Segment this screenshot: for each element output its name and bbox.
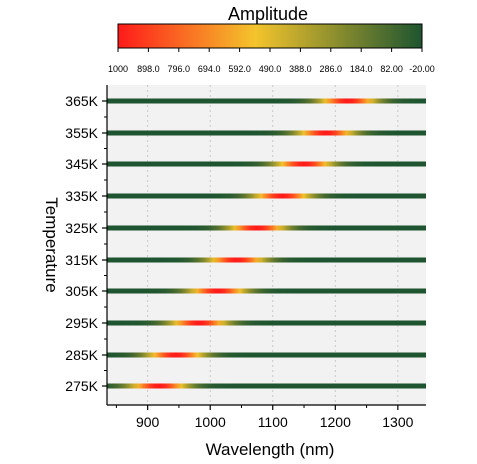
colorbar-tick-label: 898.0	[137, 64, 160, 74]
colorbar-tick-label: -20.00	[409, 64, 435, 74]
colorbar-tick-label: 286.0	[320, 64, 343, 74]
heatmap-row-335K	[107, 193, 426, 199]
colorbar-tick-label: 490.0	[259, 64, 282, 74]
heatmap-row-345K	[107, 161, 426, 167]
colorbar-tick-label: 592.0	[228, 64, 251, 74]
x-tick-label: 1300	[382, 414, 413, 430]
heatmap-row-305K	[107, 288, 426, 294]
heatmap-row-295K	[107, 320, 426, 326]
heatmap-rows	[107, 98, 426, 389]
colorbar-tick-label: 82.00	[380, 64, 403, 74]
colorbar-tick-label: 1000	[108, 64, 128, 74]
heatmap-row-365K	[107, 98, 426, 104]
heatmap-row-285K	[107, 352, 426, 358]
axes: 365K 355K 345K 335K 325K 315K 305K 295K 285K 275K…	[65, 85, 426, 430]
y-tick-label: 305K	[65, 283, 98, 299]
x-tick-label: 900	[136, 414, 160, 430]
colorbar-title: Amplitude	[228, 4, 308, 24]
colorbar-tick-label: 694.0	[198, 64, 221, 74]
heatmap-row-315K	[107, 257, 426, 263]
y-tick-label: 275K	[65, 378, 98, 394]
heatmap-row-355K	[107, 130, 426, 136]
y-tick-label: 365K	[65, 93, 98, 109]
y-tick-label: 325K	[65, 220, 98, 236]
grid	[147, 85, 399, 405]
colorbar	[117, 23, 423, 49]
heatmap-row-325K	[107, 225, 426, 231]
y-tick-label: 345K	[65, 156, 98, 172]
colorbar-tick-label: 388.0	[289, 64, 312, 74]
y-tick-label: 295K	[65, 315, 98, 331]
x-tick-label: 1000	[195, 414, 226, 430]
x-tick-label: 1200	[320, 414, 351, 430]
y-tick-label: 315K	[65, 252, 98, 268]
colorbar-tick-label: 184.0	[350, 64, 373, 74]
colorbar-tick-label: 796.0	[168, 64, 191, 74]
plot-area	[107, 85, 426, 405]
y-tick-label: 335K	[65, 188, 98, 204]
y-axis-label: Temperature	[42, 197, 61, 292]
y-tick-label: 355K	[65, 125, 98, 141]
x-axis-label: Wavelength (nm)	[206, 440, 335, 459]
colorbar-ticks: 1000 898.0 796.0 694.0 592.0 490.0 388.0 286.0 1…	[108, 48, 435, 74]
y-tick-label: 285K	[65, 347, 98, 363]
heatmap-row-275K	[107, 383, 426, 389]
x-tick-label: 1100	[258, 414, 288, 430]
